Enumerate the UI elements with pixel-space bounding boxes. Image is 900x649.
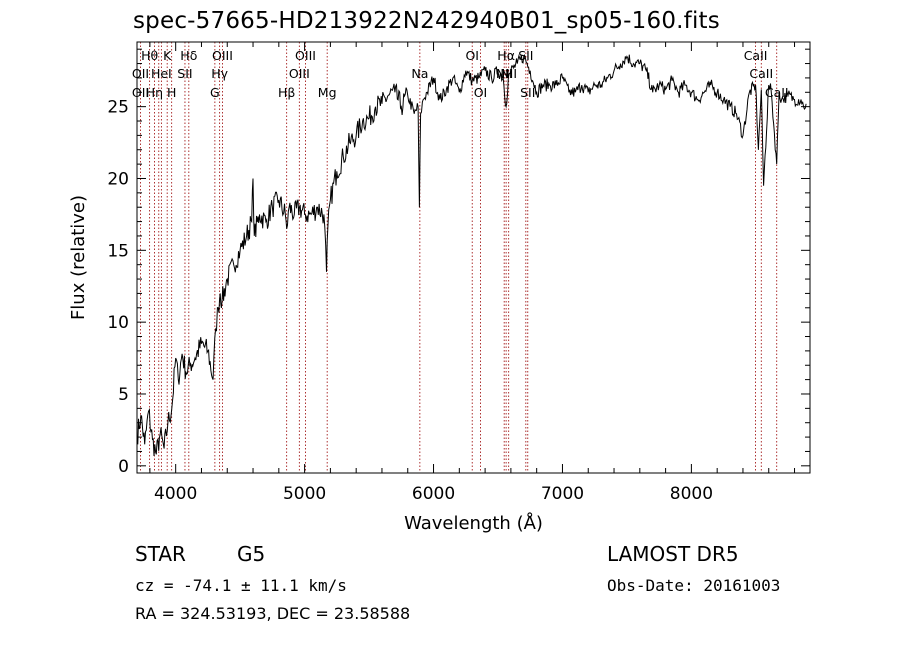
line-marker-label: Mg <box>318 85 337 100</box>
line-marker-label: SII <box>177 66 192 81</box>
y-tick-label: 5 <box>118 385 129 405</box>
line-marker-label: CaII <box>744 48 768 63</box>
coordinates-label: RA = 324.53193, DEC = 23.58588 <box>135 604 411 623</box>
line-marker-label: G <box>210 85 220 100</box>
line-marker-label: K <box>163 48 172 63</box>
line-marker-label: Hη <box>146 85 163 100</box>
spectrum-line <box>136 54 807 457</box>
x-tick-label: 7000 <box>541 484 584 504</box>
y-axis-label: Flux (relative) <box>68 195 89 320</box>
x-axis-label: Wavelength (Å) <box>404 512 543 534</box>
line-marker-label: OI <box>474 85 488 100</box>
line-marker-label: OIII <box>212 48 233 63</box>
x-tick-label: 6000 <box>412 484 455 504</box>
obs-date-label: Obs-Date: 20161003 <box>607 576 781 595</box>
line-marker-label: Hβ <box>278 85 295 100</box>
y-tick-label: 15 <box>107 241 129 261</box>
y-tick-label: 10 <box>107 313 129 333</box>
y-tick-label: 0 <box>118 457 129 477</box>
line-marker-label: Na <box>411 66 428 81</box>
line-marker-label: CaII <box>765 85 789 100</box>
line-marker-label: HeI <box>151 66 172 81</box>
x-tick-label: 4000 <box>154 484 197 504</box>
line-marker-label: NII <box>500 66 517 81</box>
line-marker-label: CaII <box>749 66 773 81</box>
plot-frame <box>136 41 811 474</box>
release-label: LAMOST DR5 <box>607 542 739 566</box>
line-marker-label: NII <box>496 66 513 81</box>
line-marker-label: Hα <box>497 48 515 63</box>
line-marker-label: SII <box>518 48 533 63</box>
class-label: STAR <box>135 542 186 566</box>
x-tick-label: 5000 <box>283 484 326 504</box>
line-marker-label: Hγ <box>211 66 228 81</box>
line-marker-label: Hθ <box>141 48 158 63</box>
line-marker-label: OII <box>132 85 149 100</box>
redshift-label: cz = -74.1 ± 11.1 km/s <box>135 576 347 595</box>
line-marker-label: SII <box>520 85 535 100</box>
line-marker-label: OI <box>465 48 479 63</box>
line-marker-label: H <box>167 85 176 100</box>
line-marker-label: OIII <box>295 48 316 63</box>
line-marker-label: OII <box>132 66 149 81</box>
x-tick-label: 8000 <box>670 484 713 504</box>
y-tick-label: 20 <box>107 169 129 189</box>
y-tick-label: 25 <box>107 98 129 118</box>
line-marker-label: OIII <box>289 66 310 81</box>
chart-title: spec-57665-HD213922N242940B01_sp05-160.f… <box>133 8 720 34</box>
subclass-label: G5 <box>237 542 266 566</box>
line-marker-label: Hδ <box>180 48 197 63</box>
